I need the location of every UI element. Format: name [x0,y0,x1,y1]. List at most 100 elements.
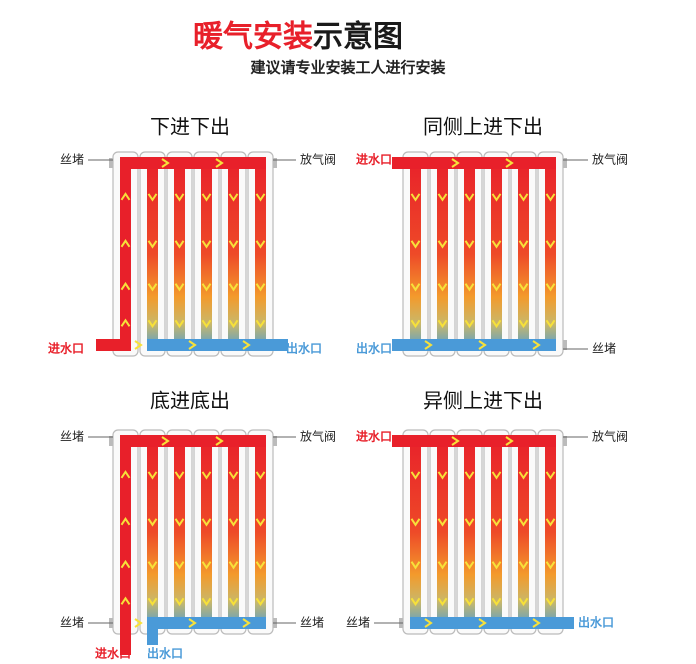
pipe [545,157,556,351]
flow-arrow [545,193,556,202]
pipe [228,435,239,629]
flow-arrow [410,283,421,292]
flow-arrow [437,319,448,329]
flow-arrow [532,618,541,628]
flow-arrow [464,193,475,202]
flow-arrow [174,518,185,527]
port-label: 出水口 [356,341,392,356]
flow-arrow [228,561,239,570]
pipe [410,435,421,629]
flow-arrow [120,192,131,201]
flow-arrow [518,193,529,202]
flow-arrow [491,561,502,570]
pipe [147,435,158,629]
pipe [255,157,266,351]
flow-arrow [491,193,502,202]
flow-arrow [437,597,448,607]
flow-arrow [188,340,197,350]
flow-arrow [120,238,131,248]
cap [563,436,567,446]
panel-title: 异侧上进下出 [423,389,543,413]
flow-arrow [545,240,556,249]
cap [563,158,567,168]
flow-arrow [491,471,502,480]
flow-arrow [120,318,131,327]
port-label: 放气阀 [300,429,336,444]
inlet-pipe [392,435,414,447]
port-label: 丝堵 [60,153,84,167]
flow-arrow [464,471,475,480]
flow-arrow [491,240,502,249]
flow-arrow [174,471,185,480]
flow-arrow [437,283,448,292]
flow-arrow [545,471,556,480]
cap [273,158,277,168]
panel-title: 同侧上进下出 [423,115,543,139]
flow-arrow [518,518,529,527]
flow-arrow [491,518,502,527]
flow-arrow [491,597,502,607]
inlet-pipe [96,339,124,351]
flow-arrow [201,319,212,329]
port-label: 出水口 [147,646,183,661]
flow-arrow [518,561,529,570]
flow-arrow [120,470,131,479]
port-label: 放气阀 [592,152,628,167]
panel-title: 下进下出 [150,115,230,139]
flow-arrow [174,319,185,329]
flow-arrow [532,340,541,350]
flow-arrow [120,596,131,605]
pipe [545,435,556,629]
flow-arrow [174,193,185,202]
title-black: 示意图 [313,20,403,55]
flow-arrow [228,471,239,480]
flow-arrow [478,340,487,350]
flow-arrow [464,597,475,607]
flow-arrow [228,319,239,329]
flow-arrow [174,597,185,607]
cap [563,340,567,350]
flow-arrow [505,436,514,446]
pipe [201,157,212,351]
flow-arrow [174,240,185,249]
outlet-pipe [248,339,288,351]
flow-arrow [491,319,502,329]
flow-arrow [518,240,529,249]
outlet-pipe [538,617,574,629]
flow-arrow [147,319,158,329]
flow-arrow [188,618,197,628]
flow-arrow [228,193,239,202]
flow-arrow [505,158,514,168]
flow-arrow [545,561,556,570]
flow-arrow [464,561,475,570]
return-manifold [147,339,266,351]
flow-arrow [147,518,158,527]
flow-arrow [201,283,212,292]
flow-arrow [410,518,421,527]
flow-arrow [437,518,448,527]
flow-arrow [464,319,475,329]
cap [109,158,113,168]
port-label: 进水口 [356,429,392,444]
pipe [120,435,131,629]
flow-arrow [228,518,239,527]
flow-arrow [410,561,421,570]
flow-arrow [464,283,475,292]
port-label: 进水口 [356,152,392,167]
flow-arrow [424,340,433,350]
pipe [518,157,529,351]
flow-arrow [255,561,266,570]
flow-arrow [242,340,251,350]
flow-arrow [201,561,212,570]
flow-arrow [201,597,212,607]
flow-arrow [147,193,158,202]
flow-arrow [255,283,266,292]
return-manifold [147,617,266,629]
flow-arrow [120,281,131,291]
title-red: 暖气安装 [193,20,313,55]
pipe [174,435,185,629]
